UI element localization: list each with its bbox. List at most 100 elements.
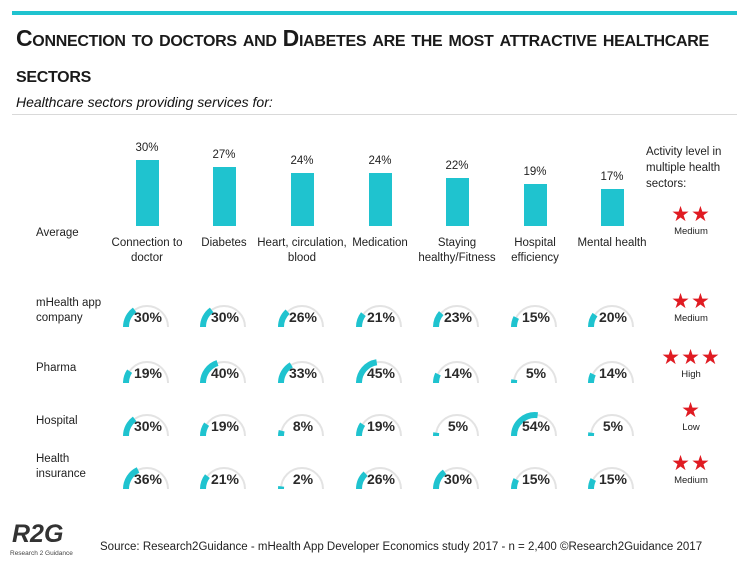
activity-0-level: Medium	[674, 313, 708, 324]
gauge-0-1: 30%	[199, 296, 249, 334]
gauge-2-1: 19%	[199, 405, 249, 443]
bar-average-2	[290, 173, 314, 226]
activity-average-stars: ★★	[671, 203, 711, 226]
gauge-svg-3-0	[123, 467, 169, 490]
row-label-3: Health insurance	[36, 453, 86, 480]
gauge-svg-2-5	[511, 412, 557, 437]
gauge-value-label: 19%	[366, 418, 396, 434]
gauge-fill	[123, 416, 137, 437]
gauge-value-label: 26%	[366, 471, 396, 487]
top-accent-line	[12, 11, 737, 15]
gauge-svg-0-3	[356, 305, 402, 328]
gauge-value-label: 36%	[133, 471, 163, 487]
gauge-2-6: 5%	[587, 405, 637, 443]
gauge-value-label: 5%	[602, 418, 624, 434]
gauge-value-label: 21%	[210, 471, 240, 487]
gauge-fill	[200, 360, 219, 384]
gauge-1-6: 14%	[587, 352, 637, 390]
gauge-value-label: 20%	[598, 309, 628, 325]
gauge-svg-1-2	[278, 361, 324, 384]
gauge-1-1: 40%	[199, 352, 249, 390]
gauge-fill	[278, 430, 285, 437]
bar-average-3	[368, 173, 392, 226]
logo-subtext: Research 2 Guidance	[10, 550, 73, 557]
r2g-logo: R2G Research 2 Guidance	[8, 520, 78, 562]
gauge-1-2: 33%	[277, 352, 327, 390]
gauge-value-label: 2%	[292, 471, 314, 487]
logo-text: R2G	[12, 520, 64, 548]
row-label-0: mHealth app company	[36, 297, 102, 324]
gauge-fill	[200, 422, 210, 437]
gauge-value-label: 30%	[133, 418, 163, 434]
gauge-3-0: 36%	[122, 458, 172, 496]
bar-average-1	[212, 166, 236, 226]
activity-3: ★★ Medium	[656, 452, 726, 487]
bar-value-label-0: 30%	[135, 142, 159, 154]
gauge-value-label: 21%	[366, 309, 396, 325]
gauge-value-label: 5%	[447, 418, 469, 434]
gauge-0-0: 30%	[122, 296, 172, 334]
chart-subtitle: Healthcare sectors providing services fo…	[16, 94, 273, 110]
gauge-fill	[511, 478, 520, 490]
gauge-value-label: 23%	[443, 309, 473, 325]
gauge-fill	[588, 372, 596, 384]
gauge-fill	[433, 372, 441, 384]
gauge-value-label: 45%	[366, 365, 396, 381]
gauge-svg-1-1	[200, 360, 246, 384]
subtitle-divider	[12, 114, 737, 115]
gauge-fill	[433, 311, 444, 328]
gauge-svg-1-4	[433, 361, 479, 384]
gauge-fill	[511, 316, 520, 328]
gauge-svg-2-3	[356, 414, 402, 437]
gauge-fill	[200, 474, 210, 490]
row-label-1: Pharma	[36, 362, 77, 374]
gauge-svg-0-6	[588, 305, 634, 328]
gauge-track	[513, 361, 557, 384]
gauge-value-label: 19%	[210, 418, 240, 434]
gauge-svg-3-5	[511, 467, 557, 490]
category-label-2: Heart, circulation, blood	[257, 237, 347, 264]
bar-average-6	[600, 188, 624, 226]
activity-2-level: Low	[682, 422, 700, 433]
gauge-3-4: 30%	[432, 458, 482, 496]
category-label-5: Hospital efficiency	[511, 237, 559, 264]
activity-3-stars: ★★	[671, 452, 711, 475]
gauge-2-3: 19%	[355, 405, 405, 443]
gauge-value-label: 15%	[598, 471, 628, 487]
activity-header: Activity level in multiple health sector…	[646, 146, 722, 190]
gauge-0-2: 26%	[277, 296, 327, 334]
gauge-3-3: 26%	[355, 458, 405, 496]
category-label-0: Connection to doctor	[111, 237, 183, 264]
gauge-fill	[356, 359, 378, 384]
activity-2: ★ Low	[656, 400, 726, 434]
gauge-fill	[123, 307, 137, 328]
activity-average: ★★ Medium	[656, 203, 726, 238]
gauge-svg-3-4	[433, 467, 479, 490]
gauge-fill	[356, 312, 366, 328]
gauge-1-5: 5%	[510, 352, 560, 390]
chart-title: Connection to doctors and Diabetes are t…	[16, 25, 709, 87]
gauge-fill	[123, 369, 133, 384]
gauge-value-label: 54%	[521, 418, 551, 434]
gauge-svg-0-5	[511, 305, 557, 328]
gauge-0-5: 15%	[510, 296, 560, 334]
gauge-fill	[278, 362, 294, 384]
gauge-3-5: 15%	[510, 458, 560, 496]
gauge-svg-0-1	[200, 305, 246, 328]
gauge-fill	[433, 469, 447, 490]
gauge-svg-2-2	[278, 414, 324, 437]
gauge-value-label: 30%	[443, 471, 473, 487]
bar-value-label-3: 24%	[368, 155, 392, 168]
category-label-1: Diabetes	[201, 237, 247, 249]
activity-1-stars: ★★★	[661, 346, 721, 369]
gauge-3-6: 15%	[587, 458, 637, 496]
gauge-1-0: 19%	[122, 352, 172, 390]
gauge-svg-3-2	[278, 467, 324, 490]
bar-average-0	[135, 160, 159, 226]
gauge-svg-2-1	[200, 414, 246, 437]
gauge-svg-1-0	[123, 361, 169, 384]
gauge-3-1: 21%	[199, 458, 249, 496]
activity-3-level: Medium	[674, 475, 708, 486]
gauge-fill	[123, 467, 140, 490]
gauge-value-label: 15%	[521, 471, 551, 487]
